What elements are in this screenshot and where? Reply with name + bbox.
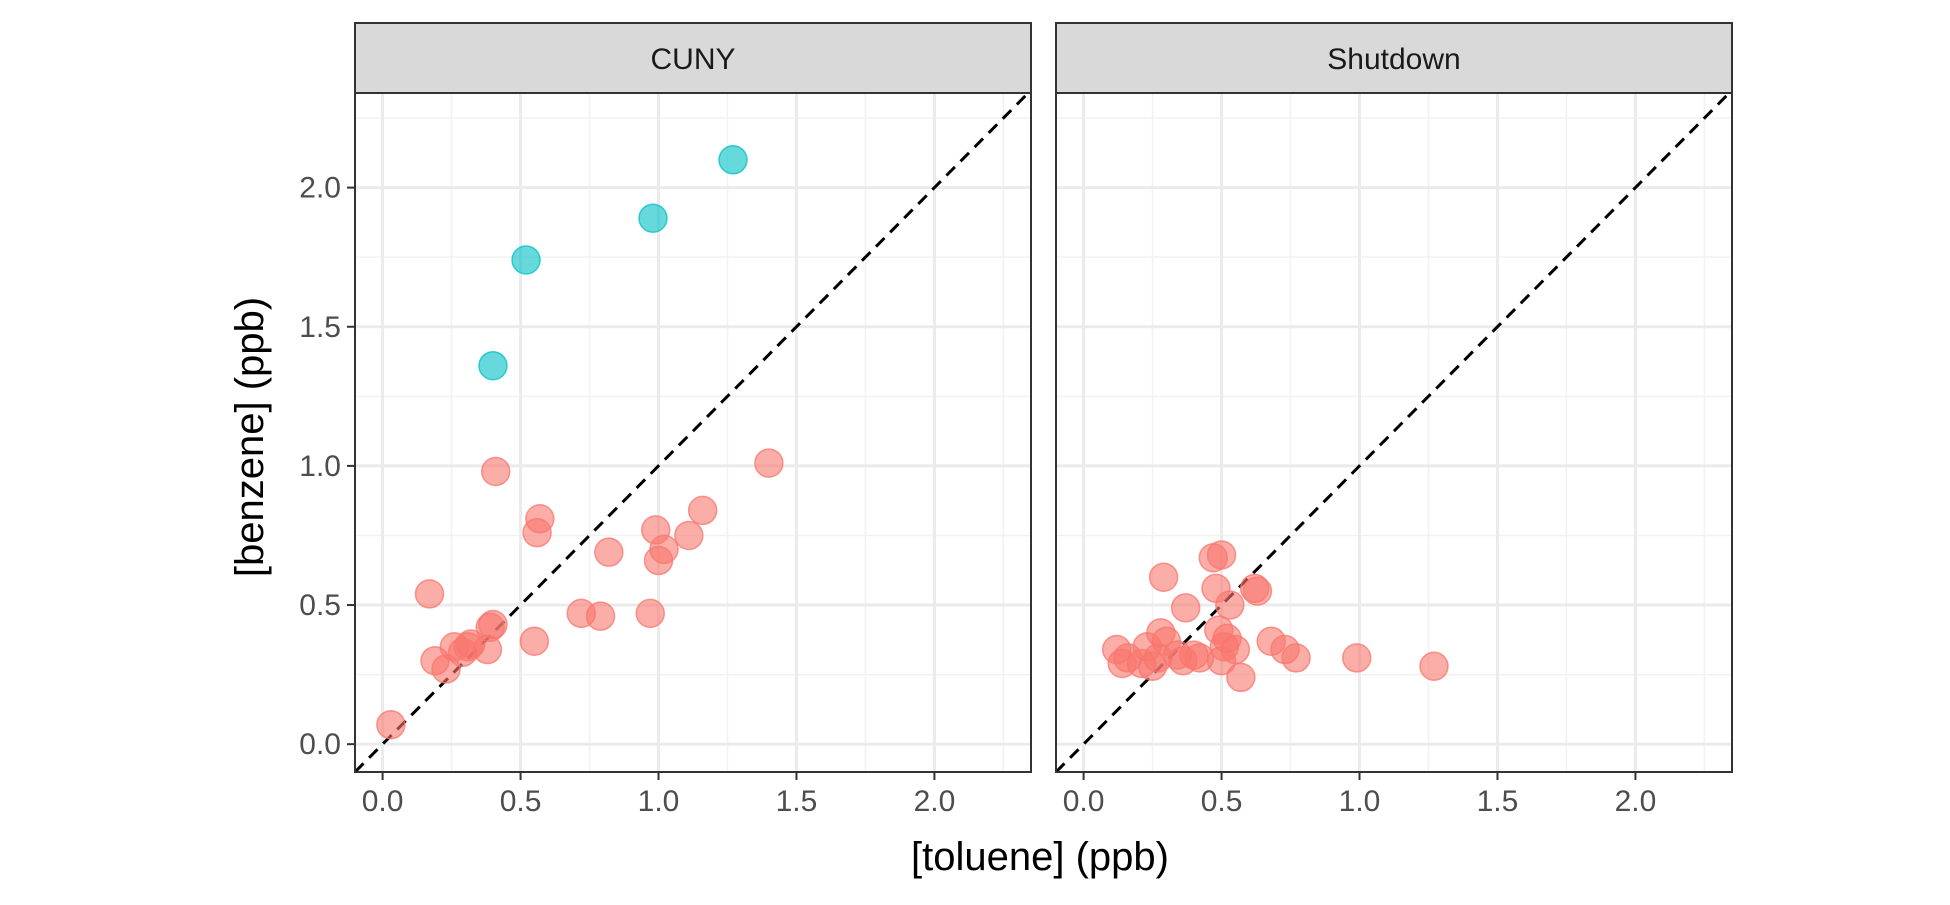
facet-panel-shutdown: Shutdown 0.0 0.5 1.0 1.5 2.0 bbox=[1055, 22, 1733, 818]
facet-strip-label: Shutdown bbox=[1327, 43, 1460, 76]
data-point bbox=[718, 145, 748, 175]
data-point bbox=[1170, 593, 1201, 623]
data-point bbox=[1148, 562, 1179, 592]
data-point bbox=[1206, 540, 1237, 570]
x-tick-label: 1.5 bbox=[1477, 785, 1519, 818]
facet-strip bbox=[354, 22, 1032, 94]
x-tick-label: 1.5 bbox=[776, 785, 818, 818]
facet-strip bbox=[1055, 22, 1733, 94]
data-point bbox=[594, 537, 624, 567]
y-axis-ticks: 0.0 0.5 1.0 1.5 2.0 bbox=[299, 172, 355, 761]
data-point bbox=[511, 245, 541, 275]
data-point bbox=[1419, 651, 1449, 682]
data-point bbox=[585, 601, 616, 631]
y-tick-label: 0.5 bbox=[299, 589, 341, 622]
x-tick-label: 0.5 bbox=[1201, 785, 1243, 818]
facet-panel-cuny: CUNY 0.0 0.5 1.0 1.5 2.0 bbox=[354, 22, 1032, 818]
x-tick-label: 0.0 bbox=[362, 785, 404, 818]
x-tick-label: 0.5 bbox=[500, 785, 542, 818]
facet-strip-label: CUNY bbox=[650, 43, 735, 76]
y-axis-title: [benzene] (ppb) bbox=[228, 297, 272, 577]
facet-panels: CUNY 0.0 0.5 1.0 1.5 2.0 Shutdown 0.0 0.5 1.0 1.5 2… bbox=[354, 22, 1733, 818]
x-axis-title: [toluene] (ppb) bbox=[911, 835, 1169, 879]
data-point bbox=[1342, 643, 1372, 673]
data-point bbox=[638, 203, 668, 233]
x-tick-label: 2.0 bbox=[914, 785, 956, 818]
data-point bbox=[414, 579, 445, 609]
data-point bbox=[1220, 634, 1251, 665]
data-point bbox=[649, 534, 679, 565]
y-tick-label: 0.0 bbox=[299, 728, 341, 761]
data-point bbox=[1281, 643, 1311, 673]
x-tick-label: 2.0 bbox=[1615, 785, 1657, 818]
data-point bbox=[376, 709, 406, 740]
data-point bbox=[1226, 662, 1256, 693]
data-point bbox=[1215, 590, 1245, 620]
y-tick-label: 1.5 bbox=[299, 311, 341, 344]
y-tick-label: 2.0 bbox=[299, 172, 341, 205]
x-tick-label: 0.0 bbox=[1063, 785, 1105, 818]
x-tick-label: 1.0 bbox=[638, 785, 680, 818]
y-tick-label: 1.0 bbox=[299, 450, 341, 483]
data-point bbox=[687, 495, 718, 526]
data-point bbox=[480, 456, 511, 487]
data-point bbox=[635, 598, 665, 629]
data-point bbox=[1242, 576, 1273, 606]
x-tick-label: 1.0 bbox=[1339, 785, 1381, 818]
data-point bbox=[478, 609, 508, 640]
data-point bbox=[674, 520, 704, 551]
data-point bbox=[754, 448, 784, 478]
data-point bbox=[478, 350, 508, 381]
data-point bbox=[519, 626, 550, 656]
data-point bbox=[525, 504, 555, 534]
